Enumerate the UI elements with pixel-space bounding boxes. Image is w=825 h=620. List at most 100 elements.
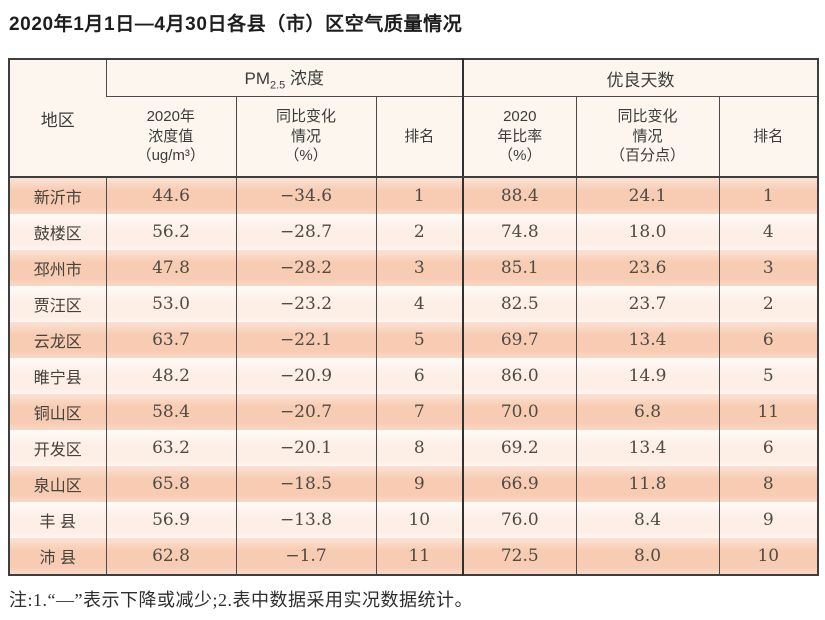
cell-gd-rank: 5	[718, 358, 819, 394]
cell-gd-rank: 10	[718, 538, 819, 575]
cell-pm-change: −13.8	[235, 502, 376, 538]
table-row: 沛 县 62.8 −1.7 11 72.5 8.0 10	[9, 538, 819, 575]
cell-pm-rank: 5	[375, 322, 464, 358]
footnote: 注:1.“—”表示下降或减少;2.表中数据采用实况数据统计。	[9, 590, 473, 610]
cell-region: 泉山区	[9, 466, 106, 502]
col-group-pm25: PM2.5 浓度	[105, 59, 464, 97]
col-group-good-days: 优良天数	[462, 59, 819, 97]
cell-gd-change: 13.4	[575, 430, 720, 466]
col-header-pm-change: 同比变化 情况 （%）	[235, 96, 376, 178]
table-row: 泉山区 65.8 −18.5 9 66.9 11.8 8	[9, 466, 819, 502]
cell-region: 贾汪区	[9, 286, 106, 322]
cell-pm-value: 48.2	[105, 358, 236, 394]
cell-gd-rate: 69.7	[462, 322, 577, 358]
cell-pm-rank: 10	[375, 502, 464, 538]
air-quality-table: 地区 PM2.5 浓度 优良天数 2020年 浓度值 （ug/m³） 同比变化 …	[8, 58, 820, 576]
cell-gd-rate: 82.5	[462, 286, 577, 322]
pm25-label-suffix: 浓度	[285, 69, 325, 89]
cell-pm-rank: 4	[375, 286, 464, 322]
header-group-row: 地区 PM2.5 浓度 优良天数	[9, 59, 819, 178]
cell-pm-rank: 6	[375, 358, 464, 394]
cell-region: 邳州市	[9, 250, 106, 286]
cell-region: 睢宁县	[9, 358, 106, 394]
table-body: 新沂市 44.6 −34.6 1 88.4 24.1 1 鼓楼区 56.2 −2…	[9, 177, 819, 575]
cell-gd-rank: 4	[718, 214, 819, 250]
cell-gd-rate: 86.0	[462, 358, 577, 394]
cell-pm-change: −28.2	[235, 250, 376, 286]
col-header-gd-rank: 排名	[718, 96, 819, 178]
cell-gd-rate: 74.8	[462, 214, 577, 250]
cell-gd-rank: 6	[718, 322, 819, 358]
cell-gd-change: 6.8	[575, 394, 720, 430]
cell-pm-value: 62.8	[105, 538, 236, 575]
cell-gd-rate: 72.5	[462, 538, 577, 575]
cell-gd-change: 18.0	[575, 214, 720, 250]
cell-pm-rank: 7	[375, 394, 464, 430]
col-header-gd-change: 同比变化 情况 （百分点）	[575, 96, 720, 178]
pm25-label-subscript: 2.5	[270, 79, 286, 92]
cell-region: 开发区	[9, 430, 106, 466]
cell-pm-value: 58.4	[105, 394, 236, 430]
cell-pm-change: −23.2	[235, 286, 376, 322]
cell-gd-rank: 9	[718, 502, 819, 538]
table-row: 鼓楼区 56.2 −28.7 2 74.8 18.0 4	[9, 214, 819, 250]
cell-region: 铜山区	[9, 394, 106, 430]
cell-pm-change: −1.7	[235, 538, 376, 575]
cell-gd-change: 23.6	[575, 250, 720, 286]
cell-gd-rate: 70.0	[462, 394, 577, 430]
col-header-gd-rate: 2020 年比率 （%）	[462, 96, 577, 178]
table-row: 贾汪区 53.0 −23.2 4 82.5 23.7 2	[9, 286, 819, 322]
cell-pm-rank: 8	[375, 430, 464, 466]
cell-gd-change: 11.8	[575, 466, 720, 502]
col-header-pm-value: 2020年 浓度值 （ug/m³）	[106, 96, 236, 178]
cell-pm-rank: 3	[375, 250, 464, 286]
table-row: 云龙区 63.7 −22.1 5 69.7 13.4 6	[9, 322, 819, 358]
cell-gd-rate: 88.4	[462, 177, 577, 214]
cell-pm-change: −20.9	[235, 358, 376, 394]
cell-pm-change: −28.7	[235, 214, 376, 250]
cell-gd-change: 8.4	[575, 502, 720, 538]
cell-gd-rate: 69.2	[462, 430, 577, 466]
cell-pm-change: −34.6	[235, 177, 376, 214]
table-header: 地区 PM2.5 浓度 优良天数 2020年 浓度值 （ug/m³） 同比变化 …	[9, 59, 819, 178]
cell-pm-change: −20.7	[235, 394, 376, 430]
pm25-label-prefix: PM	[244, 69, 271, 89]
cell-gd-rate: 66.9	[462, 466, 577, 502]
cell-gd-rank: 6	[718, 430, 819, 466]
cell-gd-rank: 2	[718, 286, 819, 322]
table-row: 铜山区 58.4 −20.7 7 70.0 6.8 11	[9, 394, 819, 430]
table-row: 开发区 63.2 −20.1 8 69.2 13.4 6	[9, 430, 819, 466]
cell-gd-rank: 11	[718, 394, 819, 430]
cell-pm-change: −18.5	[235, 466, 376, 502]
cell-pm-change: −22.1	[235, 322, 376, 358]
cell-gd-change: 8.0	[575, 538, 720, 575]
cell-pm-rank: 9	[375, 466, 464, 502]
cell-pm-rank: 11	[375, 538, 464, 575]
cell-pm-value: 63.7	[105, 322, 236, 358]
cell-region: 云龙区	[9, 322, 106, 358]
cell-pm-rank: 1	[375, 177, 464, 214]
page-title: 2020年1月1日—4月30日各县（市）区空气质量情况	[9, 14, 463, 35]
cell-gd-rank: 3	[718, 250, 819, 286]
cell-region: 鼓楼区	[9, 214, 106, 250]
cell-gd-change: 24.1	[575, 177, 720, 214]
col-header-region: 地区	[9, 59, 106, 178]
col-header-pm-rank: 排名	[375, 96, 464, 178]
cell-pm-value: 56.9	[105, 502, 236, 538]
cell-pm-rank: 2	[375, 214, 464, 250]
cell-gd-rank: 8	[718, 466, 819, 502]
cell-region: 新沂市	[9, 177, 106, 214]
cell-pm-change: −20.1	[235, 430, 376, 466]
cell-pm-value: 44.6	[105, 177, 236, 214]
cell-pm-value: 56.2	[105, 214, 236, 250]
cell-pm-value: 65.8	[105, 466, 236, 502]
table-row: 睢宁县 48.2 −20.9 6 86.0 14.9 5	[9, 358, 819, 394]
cell-region: 沛 县	[9, 538, 106, 575]
cell-gd-change: 23.7	[575, 286, 720, 322]
header-sub-row: 2020年 浓度值 （ug/m³） 同比变化 情况 （%） 排名 2020 年比…	[9, 96, 819, 178]
table-row: 邳州市 47.8 −28.2 3 85.1 23.6 3	[9, 250, 819, 286]
cell-pm-value: 53.0	[105, 286, 236, 322]
cell-pm-value: 47.8	[105, 250, 236, 286]
table-row: 新沂市 44.6 −34.6 1 88.4 24.1 1	[9, 177, 819, 214]
